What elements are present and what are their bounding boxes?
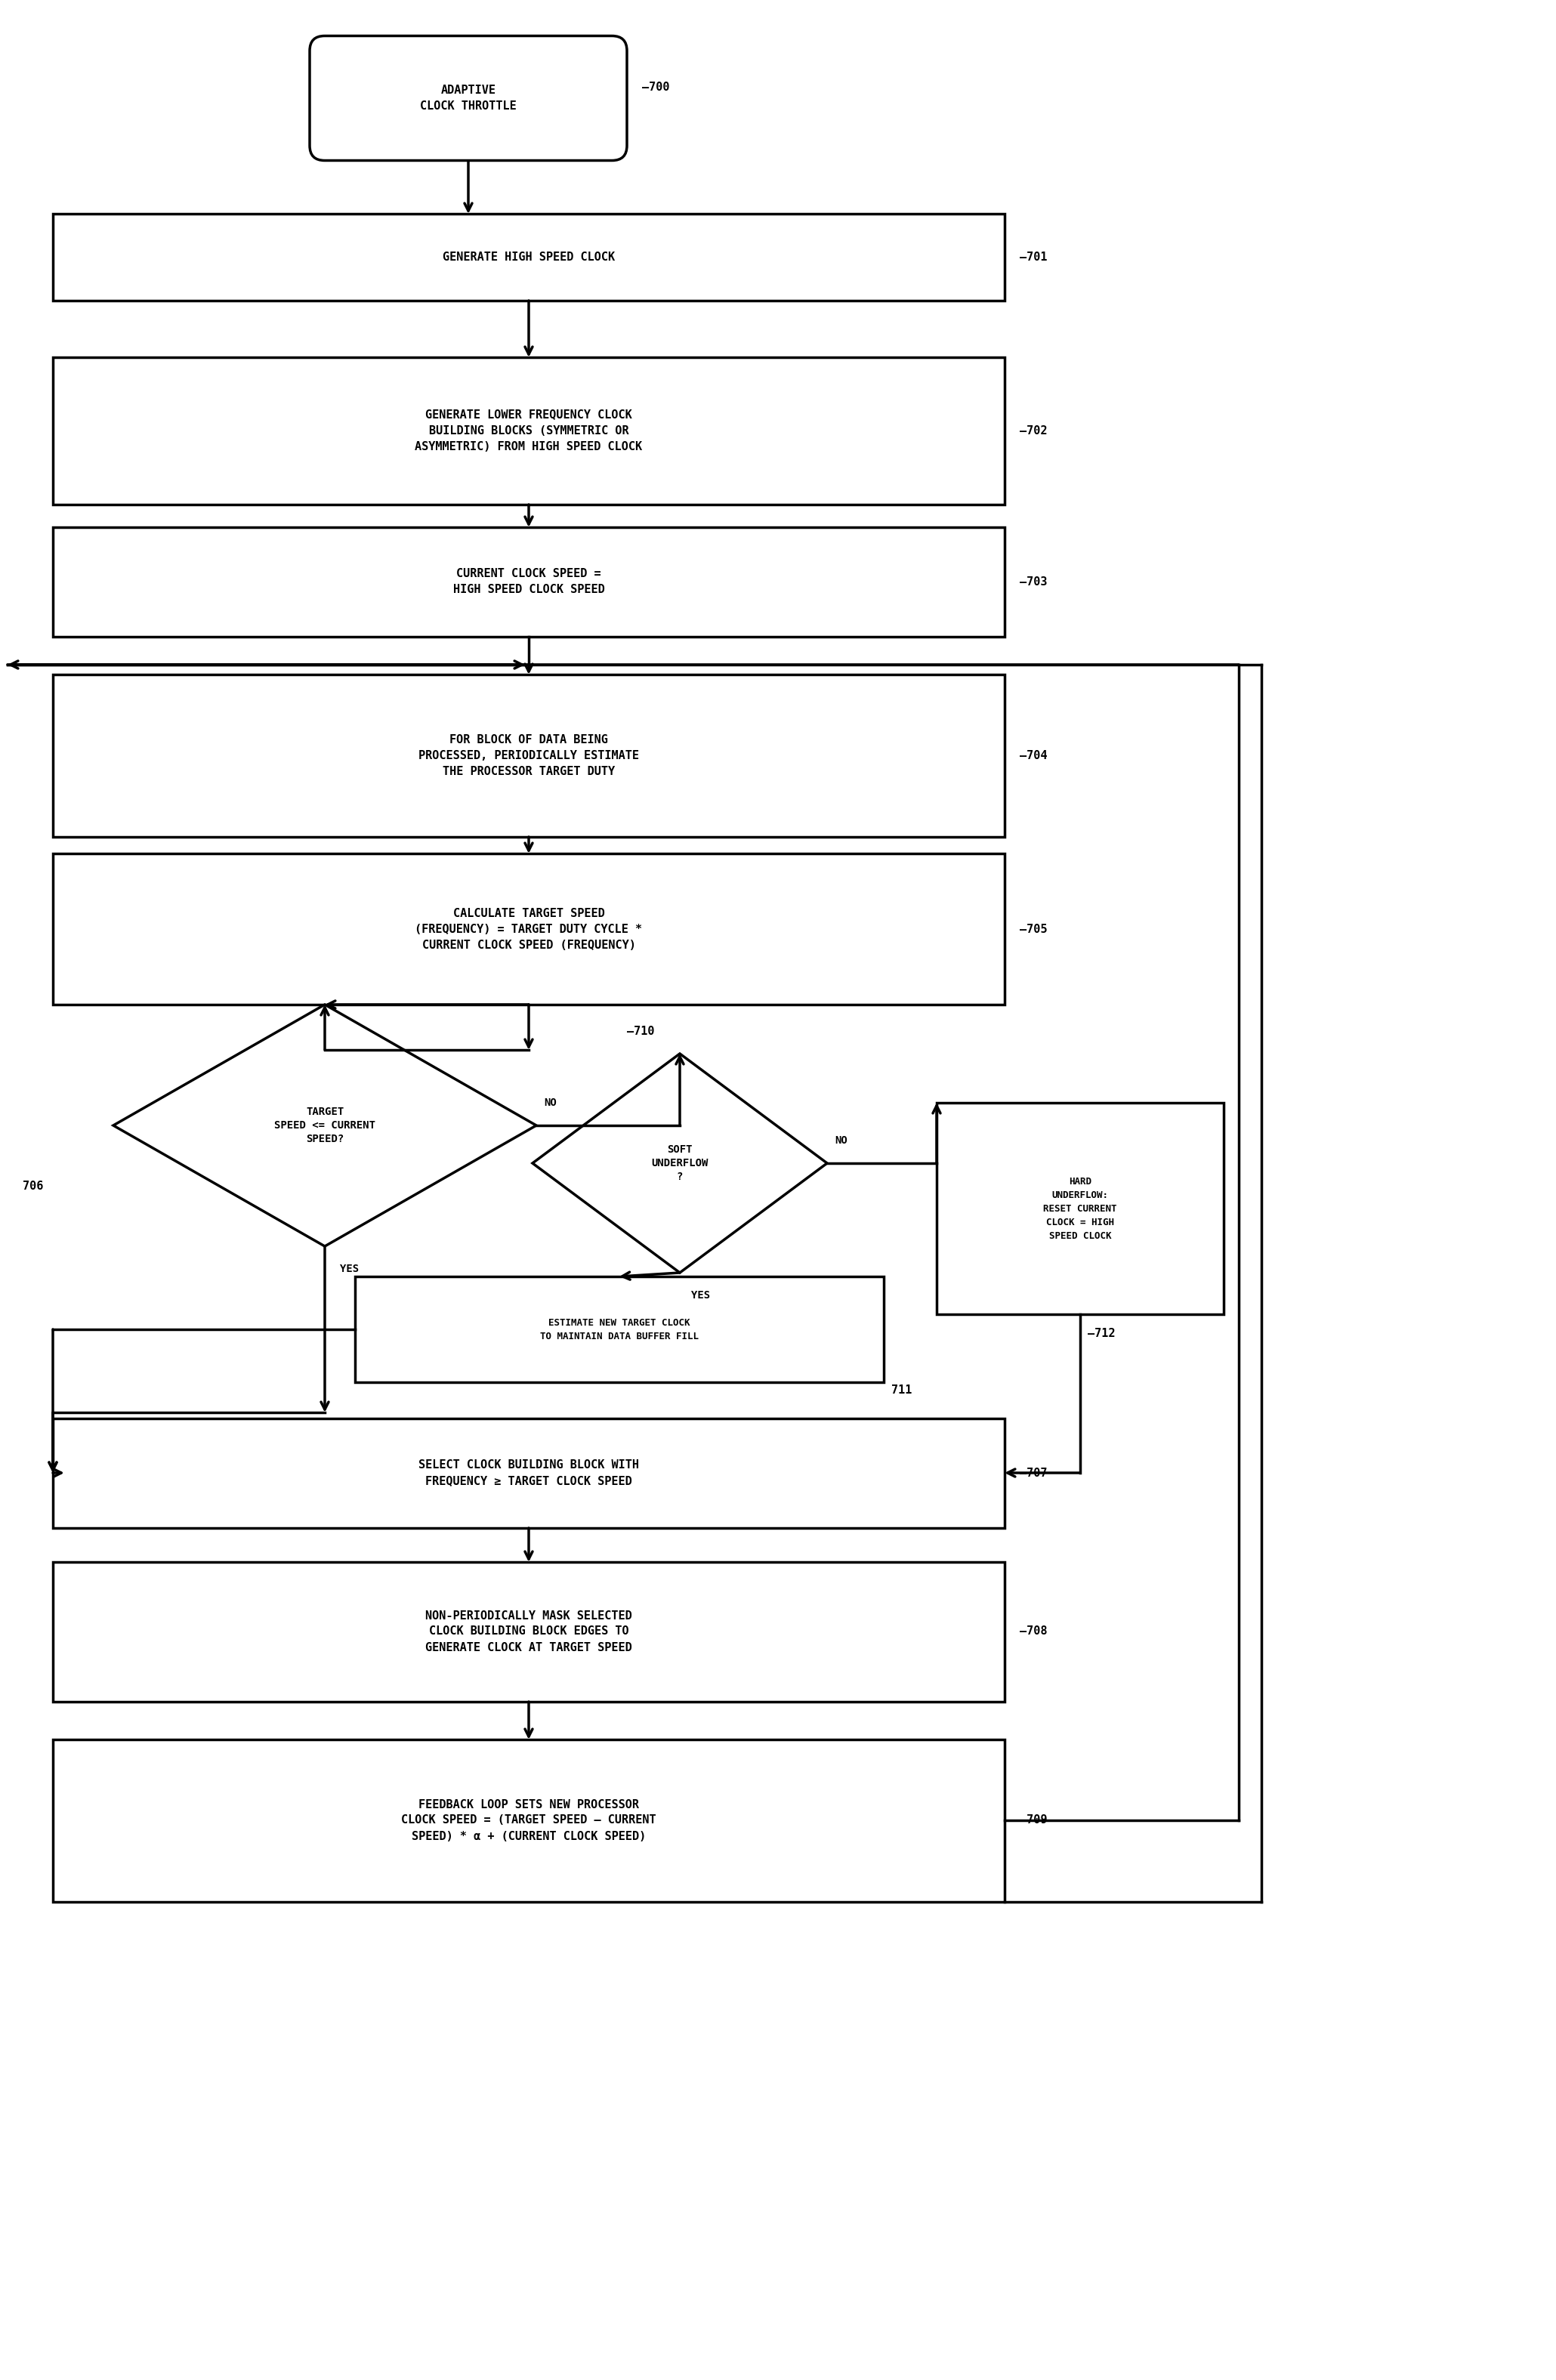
Text: –705: –705: [1019, 923, 1047, 935]
Text: CURRENT CLOCK SPEED =
HIGH SPEED CLOCK SPEED: CURRENT CLOCK SPEED = HIGH SPEED CLOCK S…: [453, 569, 605, 595]
Polygon shape: [532, 1054, 828, 1273]
Text: –709: –709: [1019, 1814, 1047, 1825]
Text: 706: 706: [23, 1180, 44, 1192]
Text: –708: –708: [1019, 1626, 1047, 1637]
Text: –710: –710: [627, 1026, 655, 1038]
Text: ESTIMATE NEW TARGET CLOCK
TO MAINTAIN DATA BUFFER FILL: ESTIMATE NEW TARGET CLOCK TO MAINTAIN DA…: [540, 1319, 699, 1340]
Text: 711: 711: [892, 1385, 912, 1395]
Bar: [53, 1561, 1005, 1702]
Text: YES: YES: [339, 1264, 359, 1273]
Polygon shape: [114, 1004, 537, 1247]
Text: NON-PERIODICALLY MASK SELECTED
CLOCK BUILDING BLOCK EDGES TO
GENERATE CLOCK AT T: NON-PERIODICALLY MASK SELECTED CLOCK BUI…: [425, 1609, 632, 1654]
Bar: [53, 1418, 1005, 1528]
Text: HARD
UNDERFLOW:
RESET CURRENT
CLOCK = HIGH
SPEED CLOCK: HARD UNDERFLOW: RESET CURRENT CLOCK = HI…: [1044, 1176, 1117, 1240]
Text: YES: YES: [691, 1290, 710, 1299]
Text: CALCULATE TARGET SPEED
(FREQUENCY) = TARGET DUTY CYCLE *
CURRENT CLOCK SPEED (FR: CALCULATE TARGET SPEED (FREQUENCY) = TAR…: [415, 907, 643, 950]
Text: GENERATE LOWER FREQUENCY CLOCK
BUILDING BLOCKS (SYMMETRIC OR
ASYMMETRIC) FROM HI: GENERATE LOWER FREQUENCY CLOCK BUILDING …: [415, 409, 643, 452]
Text: ADAPTIVE
CLOCK THROTTLE: ADAPTIVE CLOCK THROTTLE: [420, 86, 517, 112]
Text: SOFT
UNDERFLOW
?: SOFT UNDERFLOW ?: [652, 1145, 708, 1183]
Bar: [53, 854, 1005, 1004]
Bar: [53, 357, 1005, 505]
Text: –702: –702: [1019, 426, 1047, 436]
Text: SELECT CLOCK BUILDING BLOCK WITH
FREQUENCY ≥ TARGET CLOCK SPEED: SELECT CLOCK BUILDING BLOCK WITH FREQUEN…: [419, 1459, 640, 1488]
Text: FOR BLOCK OF DATA BEING
PROCESSED, PERIODICALLY ESTIMATE
THE PROCESSOR TARGET DU: FOR BLOCK OF DATA BEING PROCESSED, PERIO…: [419, 733, 640, 776]
Bar: [53, 526, 1005, 635]
Text: FEEDBACK LOOP SETS NEW PROCESSOR
CLOCK SPEED = (TARGET SPEED – CURRENT
SPEED) * : FEEDBACK LOOP SETS NEW PROCESSOR CLOCK S…: [401, 1799, 657, 1842]
Text: NO: NO: [834, 1135, 848, 1145]
Bar: [937, 1102, 1223, 1314]
Text: TARGET
SPEED <= CURRENT
SPEED?: TARGET SPEED <= CURRENT SPEED?: [274, 1107, 375, 1145]
Text: –701: –701: [1019, 252, 1047, 262]
Bar: [53, 1740, 1005, 1902]
Text: –704: –704: [1019, 750, 1047, 762]
Text: –707: –707: [1019, 1466, 1047, 1478]
Bar: [53, 674, 1005, 835]
Text: –712: –712: [1088, 1328, 1116, 1340]
Text: –703: –703: [1019, 576, 1047, 588]
Text: GENERATE HIGH SPEED CLOCK: GENERATE HIGH SPEED CLOCK: [442, 252, 615, 262]
Text: NO: NO: [545, 1097, 557, 1109]
FancyBboxPatch shape: [310, 36, 627, 159]
Bar: [53, 214, 1005, 300]
Bar: [355, 1276, 884, 1383]
Text: –700: –700: [643, 81, 669, 93]
